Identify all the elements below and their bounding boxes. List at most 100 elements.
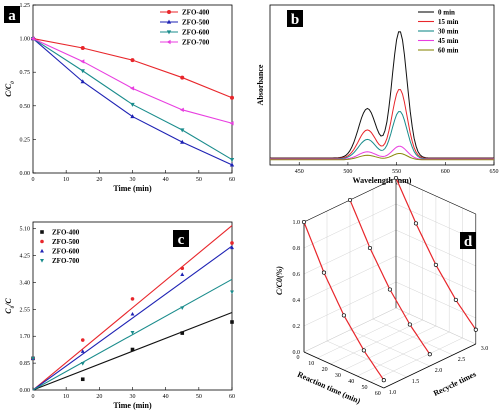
spectrum-60-min — [270, 153, 494, 161]
x-tick-label: 60 — [229, 177, 235, 183]
legend-label: 30 min — [438, 28, 459, 36]
data-point-ZFO-400 — [180, 331, 185, 335]
legend-label: ZFO-500 — [182, 19, 210, 27]
x-tick-label: 30 — [130, 177, 136, 183]
x-axis-title: Time (min) — [113, 401, 152, 410]
data-point-ZFO-400 — [80, 377, 85, 382]
legend-label: ZFO-700 — [182, 39, 210, 47]
data-point-ZFO-500 — [180, 266, 185, 271]
data-point-ZFO-500 — [229, 162, 235, 167]
y-tick-label: 1.25 — [20, 3, 31, 9]
y-tick-label: 1.70 — [20, 334, 31, 340]
y-tick-label: 0.25 — [20, 137, 31, 143]
data-point-ZFO-700 — [230, 290, 234, 295]
x-tick-label: 450 — [295, 169, 304, 175]
x-tick-label: 40 — [163, 394, 169, 400]
x-tick-label: 0 — [32, 394, 35, 400]
y-tick-label: 1.0 — [389, 390, 397, 396]
x-tick-label: 60 — [229, 394, 235, 400]
x-tick-label: 30 — [130, 394, 136, 400]
y-tick-label: 2.0 — [435, 368, 443, 374]
panel-c: 0 10 20 30 40 50 60 0.00 0.85 1.70 2.55 3.40 4.25 5.1… — [4, 221, 235, 410]
legend-label: ZFO-600 — [182, 29, 210, 37]
gridline — [372, 318, 453, 356]
z-tick-label: 0.0 — [293, 350, 301, 356]
panel-label-d: d — [464, 234, 473, 250]
data-point-cycle-1 — [321, 270, 327, 275]
data-point-ZFO-600 — [130, 102, 135, 107]
y-axis-title: C0/C — [4, 298, 16, 314]
x-tick-label: 10 — [63, 177, 69, 183]
y-tick-label: 5.10 — [20, 227, 31, 233]
x-tick-label: 40 — [163, 177, 169, 183]
data-point-ZFO-700 — [130, 331, 135, 335]
y-tick-label: 4.25 — [20, 254, 31, 260]
fit-line-ZFO-600 — [32, 245, 233, 391]
x-axis-title: Time (min) — [113, 184, 152, 193]
panel-label-bg — [460, 232, 476, 249]
spectrum-15-min — [270, 89, 494, 159]
data-point-ZFO-700 — [130, 86, 135, 91]
data-point-ZFO-600 — [80, 69, 85, 74]
data-point-cycle-3 — [453, 297, 458, 302]
legend-marker — [166, 19, 172, 24]
legend-marker — [40, 239, 44, 244]
x-tick-label: 10 — [63, 394, 69, 400]
data-point-cycle-2 — [347, 197, 353, 203]
gridline — [395, 307, 476, 345]
data-point-ZFO-400 — [230, 320, 234, 324]
data-point-ZFO-600 — [180, 272, 185, 277]
data-point-cycle-3 — [433, 262, 438, 267]
x-tick-label: 20 — [322, 367, 328, 373]
legend-label: 15 min — [438, 18, 459, 26]
series-line-ZFO-700 — [32, 38, 233, 124]
x-tick-label: 50 — [196, 394, 202, 400]
data-point-ZFO-700 — [80, 59, 85, 64]
panel-b: 450 500 550 600 650 Wavelength (nm) Absorbance… — [256, 4, 499, 185]
data-point-cycle-1 — [361, 348, 366, 353]
data-point-ZFO-600 — [229, 157, 235, 162]
panel-label-bg — [287, 10, 303, 27]
data-point-ZFO-500 — [230, 241, 234, 245]
series-line-ZFO-600 — [32, 38, 233, 161]
x-tick-label: 10 — [308, 361, 314, 367]
x-axis — [303, 351, 384, 389]
data-point-ZFO-600 — [180, 128, 185, 133]
data-point-cycle-3 — [413, 221, 419, 226]
data-point-cycle-2 — [427, 352, 432, 357]
legend-marker — [166, 39, 171, 45]
x-tick-label: 500 — [343, 169, 352, 175]
x-tick-label: 650 — [490, 169, 499, 175]
back-edge — [395, 177, 476, 215]
panel-a: 0 10 20 30 40 50 60 0.00 0.25 0.50 0.75 1.00 1.25 Tim… — [4, 3, 235, 193]
data-point-ZFO-500 — [130, 297, 135, 301]
fit-line-ZFO-700 — [32, 278, 233, 391]
x-tick-label: 40 — [348, 379, 354, 385]
legend-marker — [40, 248, 44, 253]
legend-label: ZFO-700 — [52, 257, 80, 265]
x-tick-label: 30 — [335, 373, 341, 379]
legend-label: 60 min — [438, 47, 459, 55]
legend-label: ZFO-500 — [52, 238, 80, 246]
y-axis-title: C/C0 — [4, 81, 16, 97]
x-tick-label: 0 — [32, 177, 35, 183]
z-tick-label: 0.2 — [293, 324, 301, 330]
y-tick-label: 3.0 — [481, 346, 489, 352]
panel-label-b: b — [291, 12, 299, 28]
data-point-ZFO-700 — [80, 361, 85, 366]
data-point-cycle-2 — [367, 245, 373, 251]
data-point-ZFO-500 — [80, 79, 85, 84]
y-tick-label: 3.40 — [20, 280, 31, 286]
fit-line-ZFO-500 — [32, 225, 233, 391]
z-tick-label: 0.4 — [293, 298, 301, 304]
data-point-ZFO-700 — [229, 121, 234, 126]
data-point-cycle-3 — [473, 327, 478, 332]
data-point-ZFO-600 — [230, 245, 234, 250]
legend-label: ZFO-400 — [52, 229, 80, 237]
data-point-ZFO-400 — [230, 95, 234, 100]
z-axis-title: C/C0(%) — [275, 266, 284, 295]
panel-label-c: c — [178, 232, 185, 248]
legend-label: ZFO-400 — [182, 9, 210, 17]
x-axis-title: Wavelength (nm) — [353, 176, 412, 185]
